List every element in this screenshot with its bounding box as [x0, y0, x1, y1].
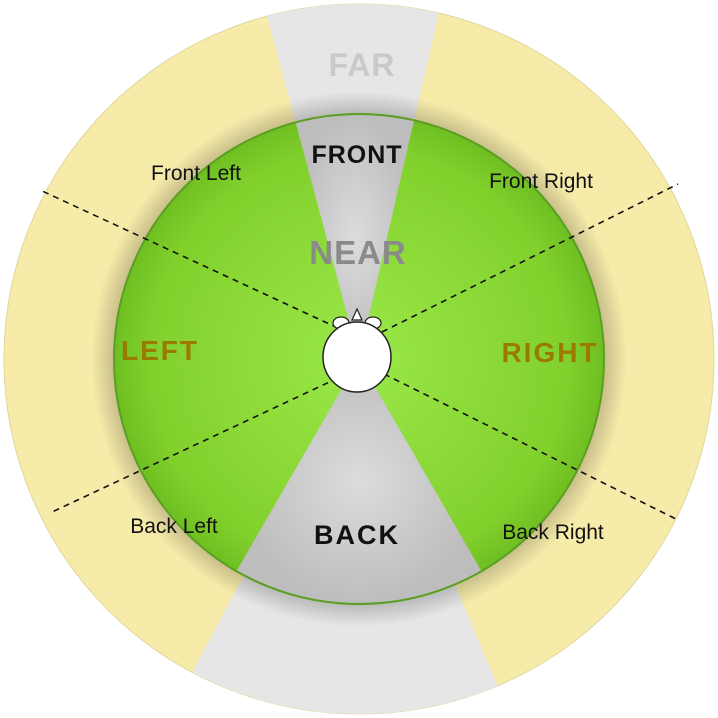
label-left: LEFT [121, 335, 199, 366]
head-icon [322, 307, 392, 393]
label-far: FAR [329, 47, 396, 83]
divider-front-right [381, 183, 679, 333]
nose-icon [351, 307, 363, 321]
label-back-right: Back Right [502, 521, 604, 544]
head-outline-icon [322, 321, 392, 393]
label-front: FRONT [311, 141, 402, 169]
label-front-right: Front Right [489, 170, 593, 193]
divider-back-left [51, 377, 339, 513]
label-front-left: Front Left [151, 162, 241, 185]
label-back: BACK [314, 520, 400, 550]
inner-circle-edge [113, 113, 605, 605]
inner-front-wedge [295, 113, 415, 359]
label-near: NEAR [309, 234, 407, 271]
label-right: RIGHT [501, 337, 598, 368]
label-back-left: Back Left [130, 515, 218, 538]
inner-back-wedge [236, 359, 482, 605]
divider-lines [39, 183, 679, 521]
